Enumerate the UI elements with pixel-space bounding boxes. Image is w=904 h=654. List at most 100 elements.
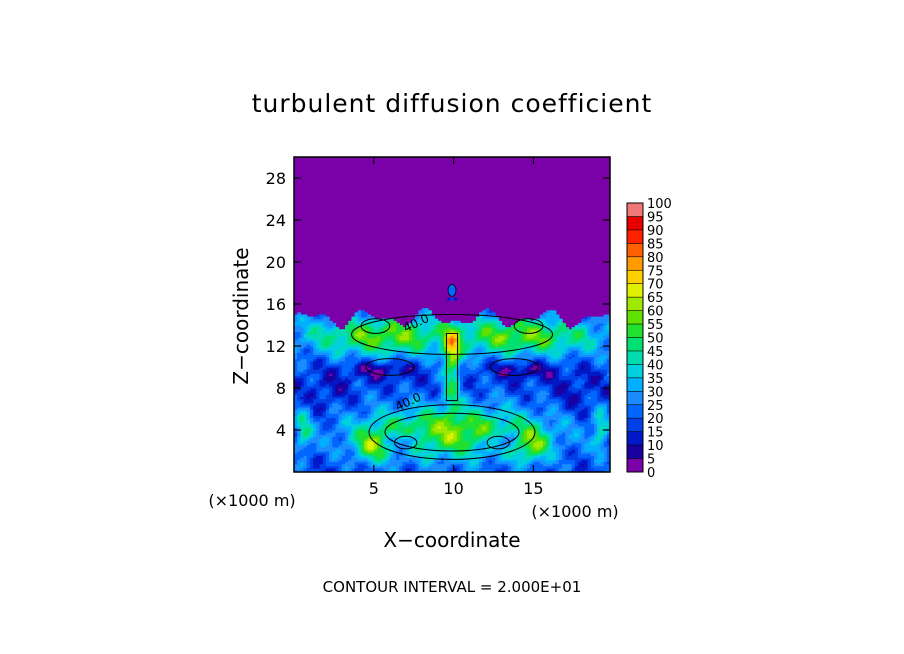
- field-cell: [469, 415, 474, 418]
- field-cell: [424, 388, 429, 391]
- field-cell: [415, 467, 420, 471]
- field-cell: [479, 335, 483, 339]
- field-cell: [351, 461, 356, 465]
- field-cell: [294, 320, 298, 324]
- field-cell: [459, 451, 464, 454]
- field-cell: [469, 383, 474, 387]
- field-cell: [463, 421, 467, 425]
- field-cell: [392, 348, 397, 351]
- field-cell: [303, 436, 308, 439]
- field-cell: [325, 423, 330, 427]
- field-cell: [313, 434, 317, 437]
- field-cell: [396, 469, 400, 472]
- field-cell: [380, 469, 384, 472]
- field-cell: [329, 404, 333, 408]
- field-cell: [313, 392, 317, 395]
- field-cell: [472, 346, 477, 349]
- field-cell: [361, 392, 365, 395]
- field-cell: [431, 377, 436, 381]
- field-cell: [322, 469, 327, 472]
- field-cell: [309, 388, 314, 391]
- field-cell: [345, 396, 349, 400]
- field-cell: [431, 411, 436, 414]
- field-cell: [370, 381, 375, 385]
- field-cell: [424, 463, 429, 467]
- field-cell: [322, 467, 327, 471]
- field-cell: [466, 465, 471, 469]
- field-cell: [338, 392, 343, 395]
- field-cell: [351, 423, 356, 427]
- field-cell: [418, 430, 423, 433]
- field-cell: [367, 406, 372, 410]
- field-cell: [325, 432, 330, 435]
- field-cell: [421, 360, 426, 364]
- field-cell: [319, 396, 324, 400]
- field-cell: [437, 322, 442, 326]
- field-cell: [459, 409, 464, 412]
- field-cell: [450, 364, 455, 368]
- field-cell: [338, 339, 343, 343]
- field-cell: [491, 325, 496, 328]
- field-cell: [453, 329, 458, 332]
- field-cell: [405, 346, 410, 349]
- field-cell: [402, 442, 407, 446]
- field-cell: [501, 417, 506, 421]
- field-cell: [456, 362, 461, 366]
- field-cell: [383, 377, 388, 381]
- field-cell: [300, 465, 305, 469]
- field-cell: [297, 455, 301, 458]
- field-cell: [450, 442, 455, 446]
- field-cell: [431, 415, 436, 418]
- field-cell: [491, 337, 496, 341]
- field-cell: [386, 352, 391, 355]
- field-cell: [456, 446, 461, 450]
- field-cell: [396, 392, 400, 395]
- field-cell: [373, 383, 378, 387]
- field-cell: [380, 329, 384, 332]
- field-cell: [440, 455, 445, 458]
- field-cell: [482, 348, 487, 351]
- field-cell: [418, 394, 423, 397]
- field-cell: [338, 442, 343, 446]
- field-cell: [376, 453, 381, 456]
- field-cell: [472, 423, 477, 427]
- field-cell: [472, 325, 477, 328]
- field-cell: [396, 446, 400, 450]
- field-cell: [348, 411, 353, 414]
- field-cell: [507, 341, 512, 345]
- field-cell: [479, 411, 483, 414]
- field-cell: [386, 419, 391, 423]
- field-cell: [415, 339, 420, 343]
- field-cell: [424, 331, 429, 334]
- field-cell: [348, 463, 353, 467]
- field-cell: [485, 465, 490, 469]
- field-cell: [501, 383, 506, 387]
- field-cell: [450, 358, 455, 362]
- field-cell: [440, 406, 445, 410]
- field-cell: [335, 360, 340, 364]
- field-cell: [498, 373, 503, 376]
- field-cell: [488, 442, 493, 446]
- field-cell: [424, 335, 429, 339]
- field-cell: [345, 465, 349, 469]
- field-cell: [450, 425, 455, 429]
- field-cell: [412, 388, 416, 391]
- field-cell: [463, 406, 467, 410]
- field-cell: [466, 415, 471, 418]
- field-cell: [316, 322, 321, 326]
- field-cell: [456, 346, 461, 349]
- field-cell: [392, 444, 397, 448]
- field-cell: [386, 333, 391, 337]
- field-cell: [475, 354, 480, 358]
- field-cell: [294, 354, 298, 358]
- field-cell: [332, 350, 337, 353]
- field-cell: [459, 362, 464, 366]
- field-cell: [316, 375, 321, 379]
- field-cell: [466, 398, 471, 402]
- field-cell: [498, 346, 503, 349]
- field-cell: [357, 396, 362, 400]
- field-cell: [345, 392, 349, 395]
- field-cell: [485, 318, 490, 322]
- field-cell: [491, 375, 496, 379]
- field-cell: [325, 335, 330, 339]
